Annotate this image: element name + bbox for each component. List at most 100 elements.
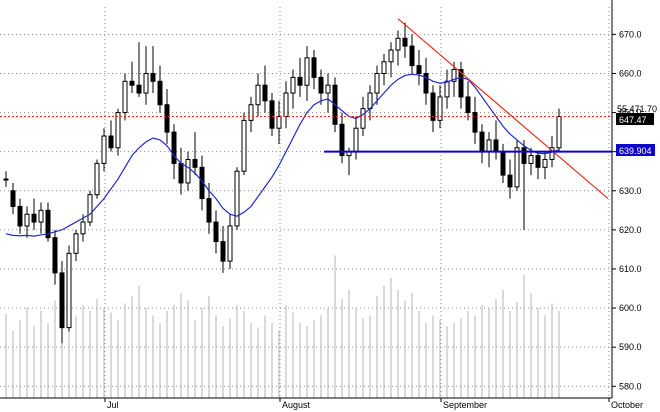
support-level-label: 639.904 (619, 146, 652, 156)
candle-down (178, 162, 184, 184)
candle-up (381, 61, 387, 74)
candle-down (164, 104, 170, 133)
overlay-lines (0, 18, 612, 200)
candle-up (290, 76, 296, 94)
candle-up (38, 209, 44, 223)
candle-down (150, 72, 156, 82)
candle-down (500, 151, 506, 176)
candle-up (115, 112, 121, 149)
last-price-tag (616, 113, 654, 125)
y-tick-label: 620.0 (619, 225, 642, 235)
candle-down (339, 123, 345, 157)
candle-down (465, 96, 471, 114)
volume-bars (5, 255, 560, 398)
candle-down (52, 237, 58, 274)
candle-up (360, 108, 366, 129)
candle-up (549, 147, 555, 160)
moving-average-line (5, 73, 560, 237)
candle-down (192, 158, 198, 168)
last-price-label: 647.47 (619, 115, 647, 125)
candle-up (122, 80, 128, 114)
x-tick-label: August (282, 400, 311, 410)
candle-up (255, 84, 261, 106)
moving-average (5, 73, 560, 237)
y-tick-label: 610.0 (619, 264, 642, 274)
candle-down (430, 92, 436, 121)
candle-down (458, 69, 464, 98)
candle-down (479, 131, 485, 153)
candle-up (486, 139, 492, 153)
candle-down (31, 213, 37, 223)
candle-down (220, 241, 226, 262)
support-level-tag (616, 144, 655, 156)
candle-up (227, 225, 233, 262)
candle-up (556, 115, 562, 149)
volume-value-label: 55,471.70 (617, 104, 657, 114)
y-tick-label: 650.0 (619, 108, 642, 118)
candle-down (402, 37, 408, 47)
y-tick-label: 670.0 (619, 29, 642, 39)
candle-up (24, 213, 30, 227)
candle-down (262, 84, 268, 102)
candle-down (59, 272, 65, 329)
candle-down (423, 72, 429, 94)
candle-down (136, 84, 142, 94)
candle-up (3, 178, 9, 181)
y-tick-label: 630.0 (619, 186, 642, 196)
candle-up (66, 252, 72, 329)
candle-up (80, 221, 86, 235)
candle-up (451, 69, 457, 82)
candle-down (535, 155, 541, 168)
candle-up (304, 57, 310, 86)
candle-up (276, 115, 282, 129)
candle-down (416, 65, 422, 74)
candle-down (318, 76, 324, 94)
candle-up (353, 127, 359, 153)
candle-up (185, 158, 191, 184)
candle-down (129, 80, 135, 86)
candle-down (213, 221, 219, 243)
candle-up (234, 170, 240, 227)
candle-up (542, 158, 548, 168)
candle-up (94, 162, 100, 196)
x-tick-label: September (443, 400, 487, 410)
candle-down (17, 205, 23, 227)
candle-up (101, 135, 107, 164)
candle-down (206, 198, 212, 223)
candle-down (507, 174, 513, 188)
y-tick-label: 660.0 (619, 68, 642, 78)
x-tick-label: Jul (107, 400, 119, 410)
candle-up (73, 233, 79, 254)
candle-up (248, 104, 254, 121)
candle-down (10, 190, 16, 207)
candle-up (241, 119, 247, 172)
candle-up (444, 80, 450, 98)
candle-down (108, 135, 114, 149)
candle-down (311, 57, 317, 78)
candle-down (157, 80, 163, 106)
candle-up (395, 37, 401, 51)
candle-up (374, 72, 380, 94)
x-tick-label: October (611, 400, 643, 410)
candle-up (283, 92, 289, 117)
y-tick-label: 600.0 (619, 303, 642, 313)
candle-down (493, 139, 499, 153)
y-tick-label: 580.0 (619, 381, 642, 391)
candle-down (409, 45, 415, 67)
candle-up (514, 147, 520, 188)
candle-up (87, 194, 93, 223)
candle-up (143, 72, 149, 94)
candle-down (45, 209, 51, 239)
candle-up (388, 49, 394, 63)
candlesticks (3, 22, 562, 344)
resistance-trendline (397, 18, 609, 200)
price-tags: 55,471.70 647.47 639.904 (616, 104, 657, 156)
candle-down (171, 131, 177, 164)
y-tick-label: 590.0 (619, 342, 642, 352)
candle-up (528, 155, 534, 164)
candle-up (437, 96, 443, 121)
candle-down (269, 100, 275, 129)
